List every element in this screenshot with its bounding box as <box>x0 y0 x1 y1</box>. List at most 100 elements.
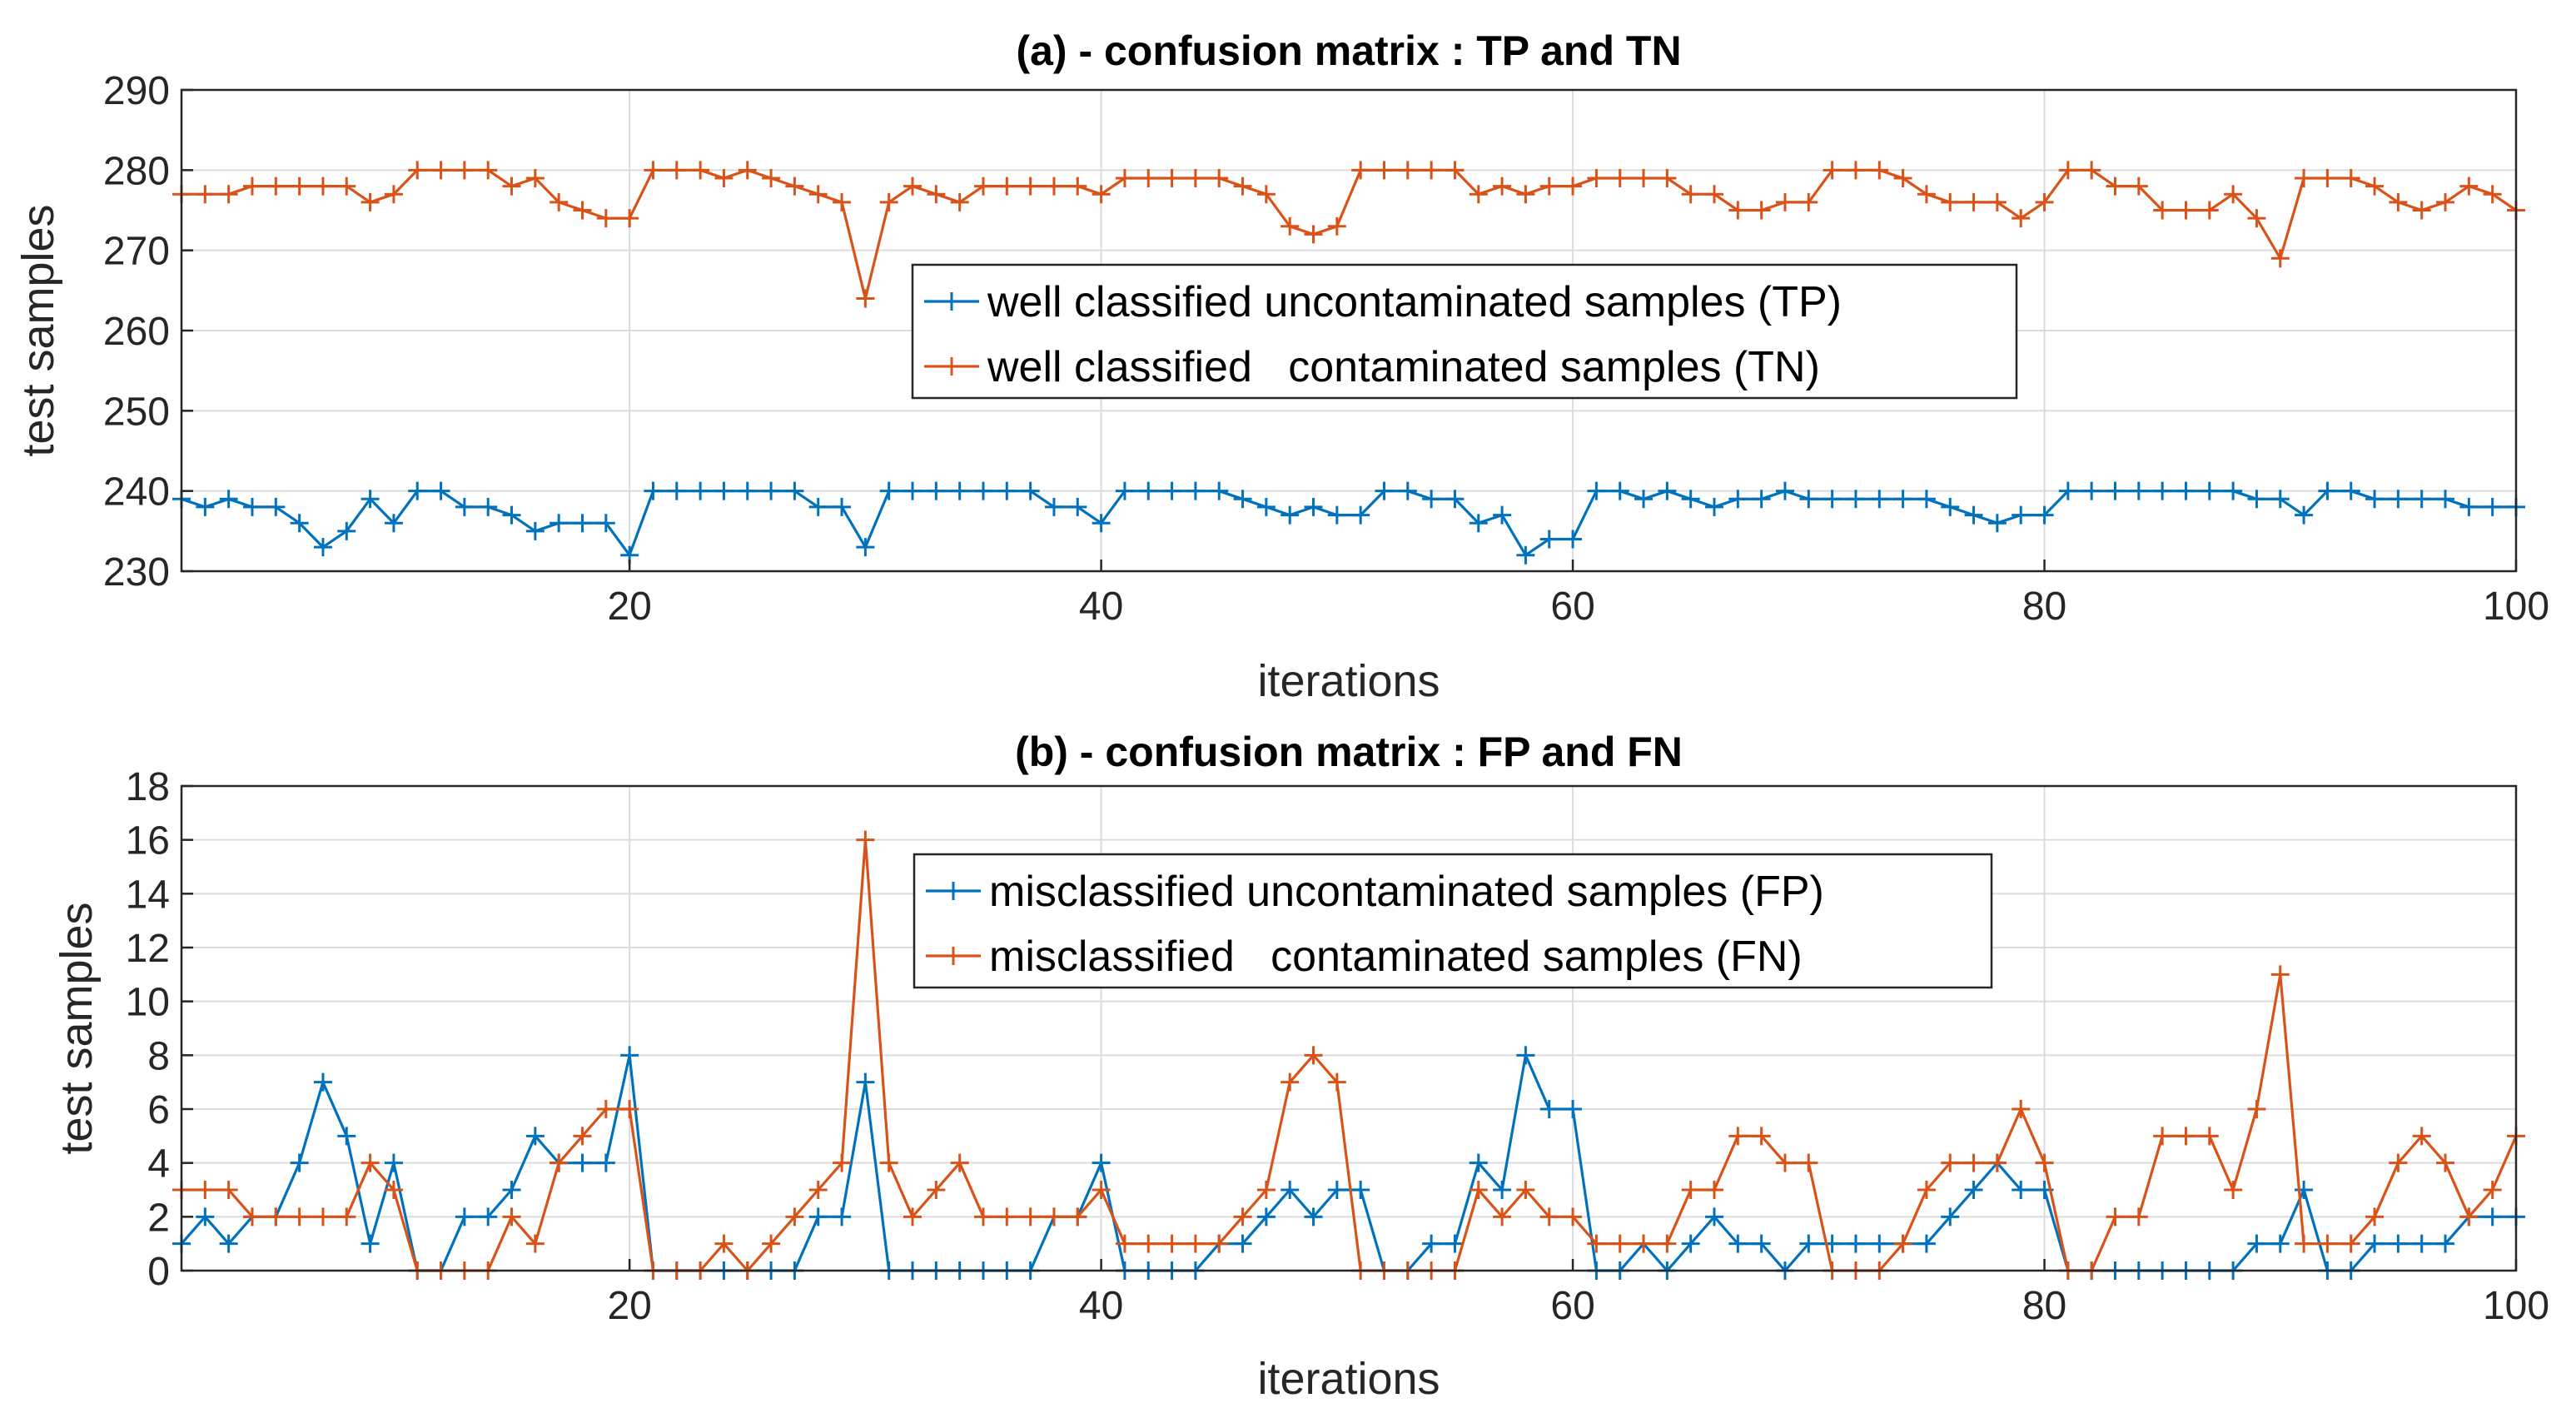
data-point-marker <box>2200 201 2219 220</box>
data-point-marker <box>455 1207 474 1226</box>
data-point-marker <box>644 481 663 500</box>
data-point-marker <box>856 538 875 557</box>
data-point-marker <box>455 497 474 516</box>
data-point-marker <box>620 1100 639 1118</box>
data-point-marker <box>1564 1207 1583 1226</box>
data-point-marker <box>903 481 922 500</box>
data-point-marker <box>361 1153 380 1172</box>
data-point-marker <box>196 1181 215 1199</box>
data-point-marker <box>927 185 946 204</box>
data-point-marker <box>1304 1046 1323 1065</box>
data-point-marker <box>1115 481 1134 500</box>
data-point-marker <box>313 1207 332 1226</box>
legend-marker-fp <box>926 882 981 900</box>
data-point-marker <box>1539 1207 1559 1226</box>
y-tick-label: 280 <box>103 149 170 193</box>
panel-a-tp-tn: (a) - confusion matrix : TP and TN 20 40 6… <box>13 27 2549 706</box>
data-point-marker <box>2483 497 2502 516</box>
data-point-marker <box>1846 1234 1865 1253</box>
data-point-marker <box>455 161 474 180</box>
series-line <box>182 168 2517 301</box>
data-point-marker <box>1752 1127 1771 1146</box>
data-point-marker <box>2483 1207 2502 1226</box>
data-point-marker <box>1705 185 1724 204</box>
data-point-marker <box>2224 481 2243 500</box>
data-point-marker <box>502 1181 521 1199</box>
data-point-marker <box>431 481 450 500</box>
data-point-marker <box>1964 192 1983 211</box>
data-point-marker <box>242 177 261 196</box>
data-point-marker <box>1092 514 1111 533</box>
data-point-marker <box>1917 185 1936 204</box>
series-blue <box>172 481 2525 565</box>
panel-a-ticks: 20 40 60 80 100 230 240 250 260 270 280 290 <box>103 69 2549 629</box>
data-point-marker <box>1186 168 1205 187</box>
data-point-marker <box>2247 490 2266 509</box>
data-point-marker <box>1516 1181 1535 1199</box>
data-point-marker <box>1281 505 1300 525</box>
data-point-marker <box>1139 481 1158 500</box>
data-point-marker <box>1941 192 1960 211</box>
data-point-marker <box>1493 1181 1512 1199</box>
data-point-marker <box>785 177 804 196</box>
data-point-marker <box>290 1153 309 1172</box>
data-point-marker <box>808 1207 828 1226</box>
x-tick-label: 80 <box>2022 585 2066 629</box>
data-point-marker <box>1752 201 1771 220</box>
data-point-marker <box>1186 481 1205 500</box>
data-point-marker <box>596 514 615 533</box>
data-point-marker <box>973 177 992 196</box>
data-point-marker <box>2295 1234 2314 1253</box>
data-point-marker <box>1186 1234 1205 1253</box>
x-tick-label: 60 <box>1550 585 1594 629</box>
data-point-marker <box>762 168 781 187</box>
data-point-marker <box>620 1046 639 1065</box>
data-point-marker <box>525 521 545 540</box>
legend-label-tn: well classified contaminated samples (TN… <box>987 343 1820 391</box>
data-point-marker <box>1539 1100 1559 1118</box>
data-point-marker <box>1846 490 1865 509</box>
panel-b-legend: misclassified uncontaminated samples (FP… <box>913 853 1993 989</box>
data-point-marker <box>1587 481 1606 500</box>
data-point-marker <box>573 1153 592 1172</box>
data-point-marker <box>2389 1234 2408 1253</box>
data-point-marker <box>2153 1127 2172 1146</box>
data-point-marker <box>1799 1153 1818 1172</box>
data-point-marker <box>2270 490 2290 509</box>
data-point-marker <box>1351 505 1370 525</box>
data-point-marker <box>2436 192 2455 211</box>
data-point-marker <box>1281 1181 1300 1199</box>
data-point-marker <box>1987 1153 2007 1172</box>
data-point-marker <box>525 1127 545 1146</box>
data-point-marker <box>1021 177 1040 196</box>
data-point-marker <box>266 177 286 196</box>
data-point-marker <box>502 1207 521 1226</box>
legend-plus-marker <box>944 882 962 900</box>
data-point-marker <box>337 1207 356 1226</box>
data-point-marker <box>2035 1153 2054 1172</box>
data-point-marker <box>1398 481 1417 500</box>
data-point-marker <box>2247 1100 2266 1118</box>
data-point-marker <box>1493 177 1512 196</box>
data-point-marker <box>762 1234 781 1253</box>
data-point-marker <box>1422 161 1441 180</box>
data-point-marker <box>738 481 757 500</box>
data-point-marker <box>1115 1234 1134 1253</box>
data-point-marker <box>1775 1153 1794 1172</box>
data-point-marker <box>1799 490 1818 509</box>
data-point-marker <box>2341 481 2360 500</box>
data-point-marker <box>1256 1207 1276 1226</box>
data-point-marker <box>997 481 1017 500</box>
y-tick-label: 10 <box>126 981 170 1025</box>
data-point-marker <box>1044 177 1063 196</box>
legend-label-fp: misclassified uncontaminated samples (FP… <box>989 868 1824 916</box>
data-point-marker <box>196 497 215 516</box>
data-point-marker <box>644 161 663 180</box>
data-point-marker <box>596 1100 615 1118</box>
data-point-marker <box>1587 1234 1606 1253</box>
x-tick-label: 100 <box>2483 585 2549 629</box>
legend-marker-fn <box>926 947 981 965</box>
data-point-marker <box>1539 177 1559 196</box>
data-point-marker <box>2341 1234 2360 1253</box>
data-point-marker <box>361 1234 380 1253</box>
